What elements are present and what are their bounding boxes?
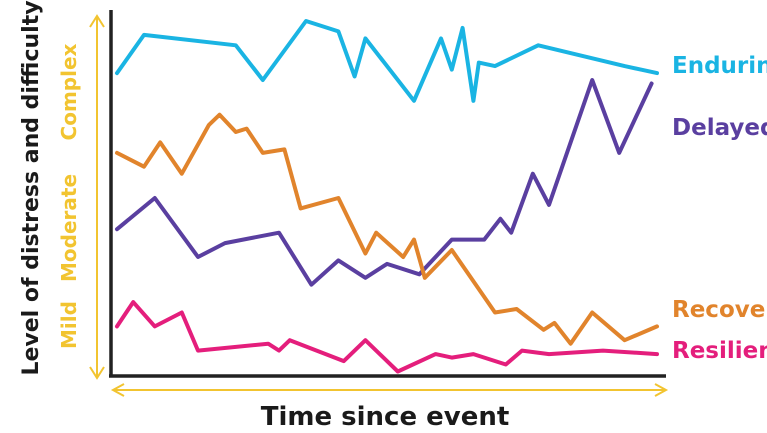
series-label-resilient: Resilient	[672, 338, 767, 364]
y-axis-title: Level of distress and difficulty	[19, 0, 44, 375]
series-line-recovery	[115, 112, 659, 346]
series-line-resilient	[115, 300, 659, 374]
series-label-delayed: Delayed	[672, 115, 767, 141]
x-axis-title: Time since event	[261, 402, 510, 432]
y-level-guide-arrow	[89, 14, 105, 380]
series-line-delayed	[115, 78, 654, 287]
level-label-moderate: Moderate	[57, 174, 81, 282]
series-line-enduring	[115, 19, 659, 103]
series-layer	[115, 19, 659, 374]
series-label-recovery: Recovery	[672, 297, 767, 323]
level-label-complex: Complex	[57, 43, 81, 140]
series-label-enduring: Enduring	[672, 53, 767, 79]
x-time-guide-arrow	[110, 383, 669, 397]
level-label-mild: Mild	[57, 301, 81, 349]
series-label-layer: Enduring Delayed Recovery Resilient	[672, 53, 767, 364]
